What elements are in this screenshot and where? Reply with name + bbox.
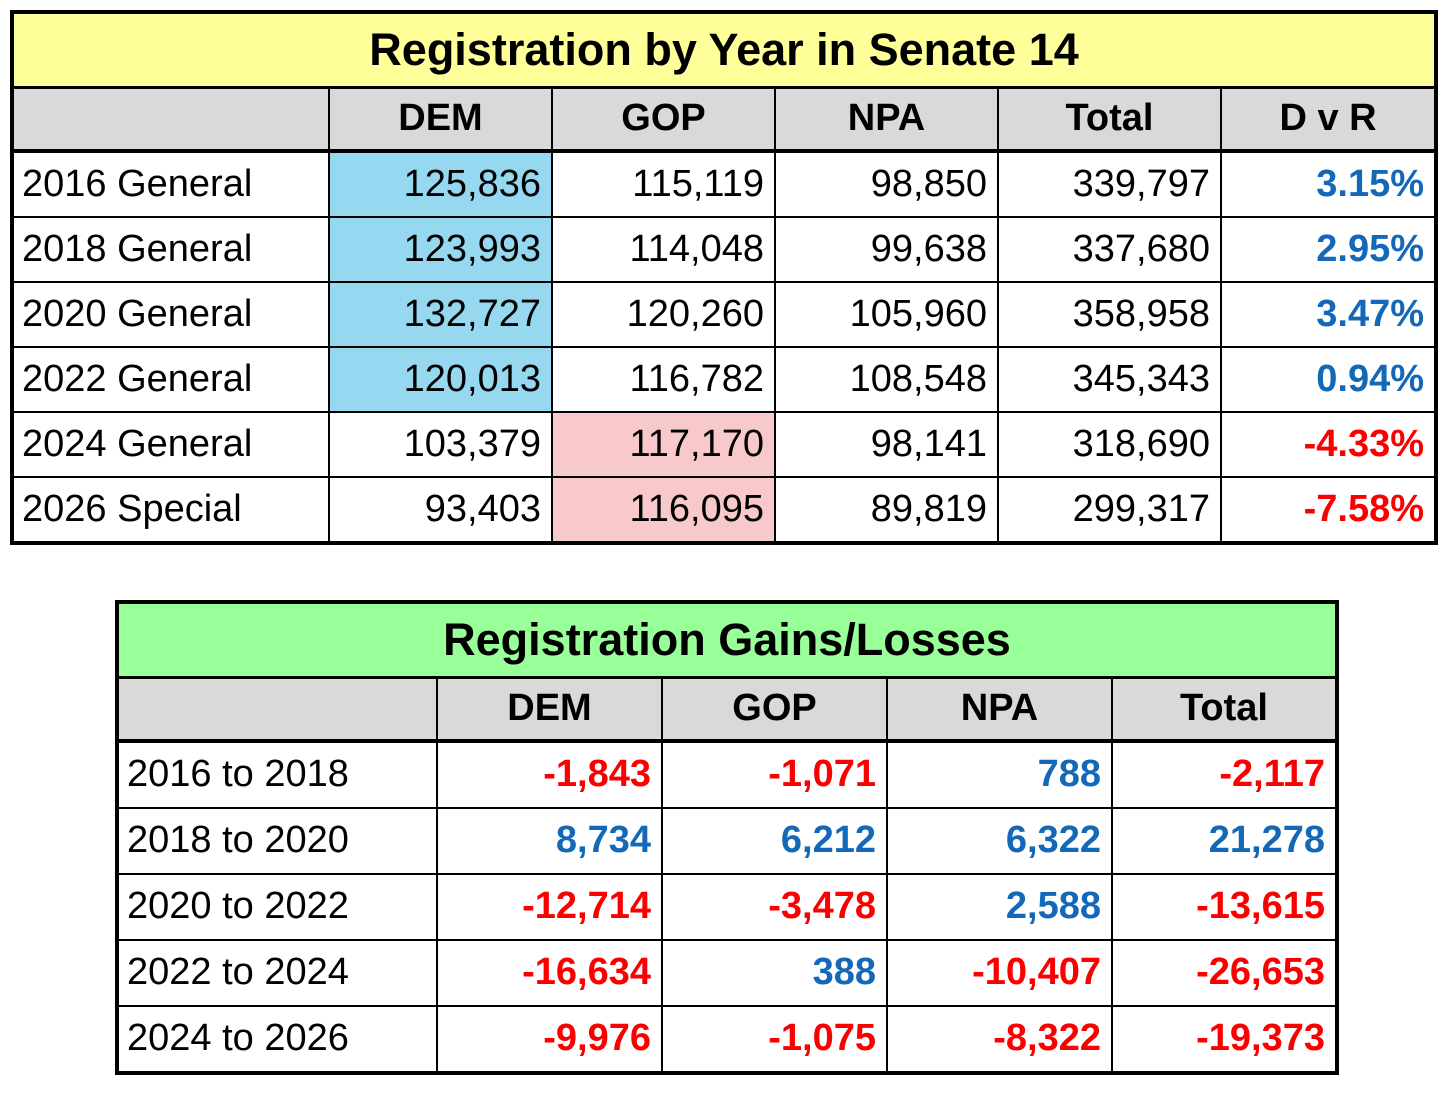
- column-header-blank: [11, 86, 330, 153]
- cell-total: -19,373: [1111, 1005, 1338, 1074]
- column-header-row: DEM GOP NPA Total D v R: [11, 86, 1438, 153]
- cell-gop: 114,048: [551, 216, 776, 283]
- table-row-2026-special: 2026 Special 93,403 116,095 89,819 299,3…: [11, 476, 1438, 544]
- cell-total: -2,117: [1111, 740, 1338, 809]
- cell-dem: -1,843: [436, 740, 663, 809]
- cell-total: 345,343: [997, 346, 1222, 413]
- cell-npa: -10,407: [886, 939, 1113, 1007]
- cell-npa: 6,322: [886, 807, 1113, 875]
- cell-total: -13,615: [1111, 873, 1338, 941]
- cell-gop: 116,095: [551, 476, 776, 544]
- column-header-gop: GOP: [661, 676, 888, 743]
- row-label: 2018 to 2020: [116, 807, 438, 875]
- cell-npa: 2,588: [886, 873, 1113, 941]
- row-label: 2018 General: [11, 216, 330, 283]
- cell-gop: 116,782: [551, 346, 776, 413]
- column-header-npa: NPA: [886, 676, 1113, 743]
- cell-npa: 105,960: [774, 281, 999, 348]
- cell-npa: 788: [886, 740, 1113, 809]
- table-row-2018-to-2020: 2018 to 2020 8,734 6,212 6,322 21,278: [116, 807, 1338, 875]
- table-row-2016-to-2018: 2016 to 2018 -1,843 -1,071 788 -2,117: [116, 740, 1338, 809]
- cell-total: 299,317: [997, 476, 1222, 544]
- row-label: 2026 Special: [11, 476, 330, 544]
- row-label: 2024 to 2026: [116, 1005, 438, 1074]
- row-label: 2020 to 2022: [116, 873, 438, 941]
- row-label: 2016 General: [11, 150, 330, 218]
- cell-dem: 132,727: [328, 281, 553, 348]
- cell-dem: 123,993: [328, 216, 553, 283]
- cell-dvr: 3.15%: [1219, 150, 1438, 218]
- cell-dem: -16,634: [436, 939, 663, 1007]
- cell-gop: -1,071: [661, 740, 888, 809]
- cell-total: 337,680: [997, 216, 1222, 283]
- cell-dem: 120,013: [328, 346, 553, 413]
- cell-gop: 388: [661, 939, 888, 1007]
- cell-npa: 108,548: [774, 346, 999, 413]
- cell-gop: -3,478: [661, 873, 888, 941]
- cell-npa: 98,141: [774, 411, 999, 478]
- cell-gop: 115,119: [551, 150, 776, 218]
- cell-npa: 99,638: [774, 216, 999, 283]
- cell-dem: 93,403: [328, 476, 553, 544]
- cell-dvr: -7.58%: [1219, 476, 1438, 544]
- column-header-dvr: D v R: [1219, 86, 1438, 153]
- cell-dem: -12,714: [436, 873, 663, 941]
- registration-by-year-table: Registration by Year in Senate 14 DEM GO…: [10, 10, 1439, 545]
- cell-total: 318,690: [997, 411, 1222, 478]
- table-row-2020-to-2022: 2020 to 2022 -12,714 -3,478 2,588 -13,61…: [116, 873, 1338, 941]
- row-label: 2022 General: [11, 346, 330, 413]
- cell-npa: 89,819: [774, 476, 999, 544]
- column-header-gop: GOP: [551, 86, 776, 153]
- cell-dvr: 3.47%: [1219, 281, 1438, 348]
- row-label: 2020 General: [11, 281, 330, 348]
- column-header-row: DEM GOP NPA Total: [116, 676, 1338, 743]
- column-header-dem: DEM: [328, 86, 553, 153]
- registration-gains-losses-table: Registration Gains/Losses DEM GOP NPA To…: [115, 600, 1339, 1075]
- cell-npa: -8,322: [886, 1005, 1113, 1074]
- row-label: 2022 to 2024: [116, 939, 438, 1007]
- table-title-row: Registration Gains/Losses: [116, 601, 1338, 679]
- cell-total: 21,278: [1111, 807, 1338, 875]
- cell-gop: -1,075: [661, 1005, 888, 1074]
- column-header-total: Total: [1111, 676, 1338, 743]
- table-row-2024-to-2026: 2024 to 2026 -9,976 -1,075 -8,322 -19,37…: [116, 1005, 1338, 1074]
- table-row-2022-general: 2022 General 120,013 116,782 108,548 345…: [11, 346, 1438, 413]
- row-label: 2024 General: [11, 411, 330, 478]
- table-title-row: Registration by Year in Senate 14: [10, 11, 1438, 89]
- table-title: Registration by Year in Senate 14: [10, 11, 1438, 89]
- cell-dem: 103,379: [328, 411, 553, 478]
- cell-dvr: -4.33%: [1219, 411, 1438, 478]
- cell-dem: 8,734: [436, 807, 663, 875]
- cell-gop: 6,212: [661, 807, 888, 875]
- cell-dvr: 0.94%: [1219, 346, 1438, 413]
- table-row-2018-general: 2018 General 123,993 114,048 99,638 337,…: [11, 216, 1438, 283]
- table-row-2020-general: 2020 General 132,727 120,260 105,960 358…: [11, 281, 1438, 348]
- cell-dem: -9,976: [436, 1005, 663, 1074]
- column-header-npa: NPA: [774, 86, 999, 153]
- cell-npa: 98,850: [774, 150, 999, 218]
- column-header-blank: [116, 676, 438, 743]
- table-row-2022-to-2024: 2022 to 2024 -16,634 388 -10,407 -26,653: [116, 939, 1338, 1007]
- table-title: Registration Gains/Losses: [116, 601, 1338, 679]
- row-label: 2016 to 2018: [116, 740, 438, 809]
- cell-dvr: 2.95%: [1219, 216, 1438, 283]
- column-header-total: Total: [997, 86, 1222, 153]
- cell-total: -26,653: [1111, 939, 1338, 1007]
- cell-total: 358,958: [997, 281, 1222, 348]
- column-header-dem: DEM: [436, 676, 663, 743]
- cell-gop: 120,260: [551, 281, 776, 348]
- cell-gop: 117,170: [551, 411, 776, 478]
- cell-dem: 125,836: [328, 150, 553, 218]
- table-row-2024-general: 2024 General 103,379 117,170 98,141 318,…: [11, 411, 1438, 478]
- table-row-2016-general: 2016 General 125,836 115,119 98,850 339,…: [11, 150, 1438, 218]
- cell-total: 339,797: [997, 150, 1222, 218]
